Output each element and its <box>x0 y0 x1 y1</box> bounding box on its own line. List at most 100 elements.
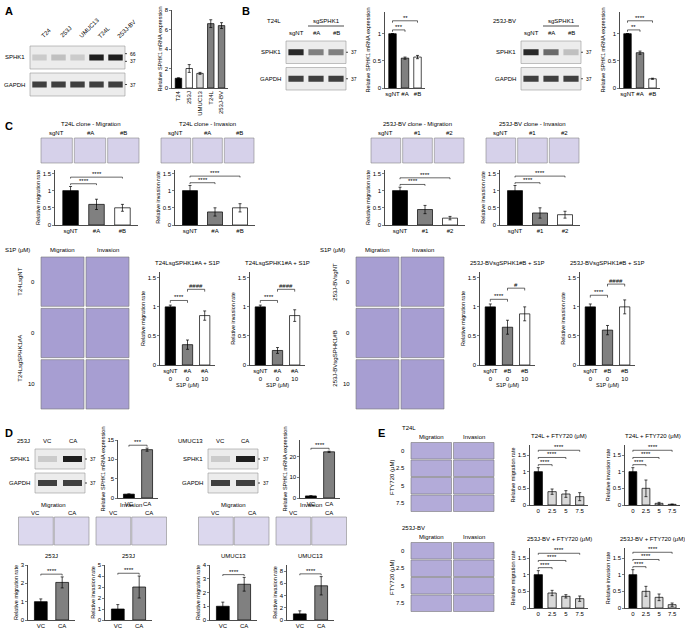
svg-text:####: #### <box>609 278 623 284</box>
svg-text:0: 0 <box>98 617 102 623</box>
svg-text:T24L: T24L <box>402 425 416 431</box>
svg-text:VC: VC <box>109 510 118 516</box>
svg-text:Relative migration rate: Relative migration rate <box>35 170 41 225</box>
svg-text:sgNT: sgNT <box>524 30 539 36</box>
svg-text:Relative invasion rate: Relative invasion rate <box>155 171 161 224</box>
svg-text:T24L: T24L <box>208 90 214 104</box>
svg-text:S1P (μM): S1P (μM) <box>5 247 30 253</box>
svg-text:0: 0 <box>31 330 35 336</box>
svg-text:S1P (μM): S1P (μM) <box>320 247 345 253</box>
svg-text:1.5: 1.5 <box>43 171 52 177</box>
svg-text:****: **** <box>306 568 316 574</box>
svg-text:0: 0 <box>473 362 477 368</box>
svg-text:#B: #B <box>119 228 126 234</box>
svg-text:5: 5 <box>111 476 115 482</box>
svg-text:2: 2 <box>203 590 207 596</box>
svg-text:0.5: 0.5 <box>468 333 477 339</box>
svg-text:1: 1 <box>168 188 172 194</box>
svg-text:SPHK1: SPHK1 <box>10 456 30 462</box>
svg-text:sgNT: sgNT <box>393 228 408 234</box>
svg-text:****: **** <box>47 568 57 574</box>
svg-text:SPHK1: SPHK1 <box>5 54 25 60</box>
svg-text:sgNT: sgNT <box>620 91 635 97</box>
svg-text:2.5: 2.5 <box>396 565 405 571</box>
svg-text:#A: #A <box>87 130 94 136</box>
svg-text:#2: #2 <box>447 228 454 234</box>
svg-text:5: 5 <box>657 508 661 514</box>
svg-text:1: 1 <box>573 304 577 310</box>
svg-text:8: 8 <box>165 7 169 13</box>
svg-text:#A: #A <box>204 130 211 136</box>
svg-text:3: 3 <box>21 562 25 568</box>
svg-text:3: 3 <box>203 576 207 582</box>
svg-text:VC: VC <box>31 510 40 516</box>
svg-text:****: **** <box>174 294 184 300</box>
svg-text:8: 8 <box>280 568 284 574</box>
svg-text:37: 37 <box>586 76 592 82</box>
svg-text:2.5: 2.5 <box>548 508 557 514</box>
svg-text:UMUC13: UMUC13 <box>78 17 100 39</box>
svg-text:****: **** <box>635 15 645 21</box>
svg-text:10: 10 <box>289 474 296 480</box>
svg-text:T24L: T24L <box>267 18 281 24</box>
svg-text:S1P (μM): S1P (μM) <box>596 382 619 388</box>
svg-text:1: 1 <box>21 599 25 605</box>
svg-text:0: 0 <box>537 508 541 514</box>
svg-text:253J: 253J <box>59 25 72 38</box>
svg-text:253J: 253J <box>122 553 135 559</box>
svg-text:0: 0 <box>21 617 25 623</box>
svg-text:6: 6 <box>165 27 169 33</box>
svg-text:0.5: 0.5 <box>613 588 622 594</box>
svg-text:sgNT: sgNT <box>183 228 198 234</box>
svg-text:Migration: Migration <box>41 502 66 508</box>
svg-text:5: 5 <box>564 508 568 514</box>
svg-text:#B0: #B0 <box>604 368 611 382</box>
svg-text:5: 5 <box>564 611 568 617</box>
svg-text:****: **** <box>648 546 658 552</box>
svg-text:****: **** <box>535 170 545 176</box>
svg-text:1: 1 <box>98 606 102 612</box>
svg-text:#B: #B <box>236 130 243 136</box>
svg-text:Relative invasion rate: Relative invasion rate <box>605 552 611 605</box>
svg-text:****: **** <box>641 451 651 457</box>
svg-text:VC: VC <box>219 623 228 629</box>
svg-text:15: 15 <box>107 437 114 443</box>
svg-text:GAPDH: GAPDH <box>9 480 30 486</box>
svg-text:A: A <box>5 5 13 17</box>
svg-text:Invasion: Invasion <box>300 502 322 508</box>
svg-text:sgNT: sgNT <box>385 91 400 97</box>
svg-text:#A10: #A10 <box>201 368 209 382</box>
svg-text:CA: CA <box>325 501 333 507</box>
svg-text:253J-BV + FTY720 (μM): 253J-BV + FTY720 (μM) <box>527 536 592 542</box>
svg-text:Migration: Migration <box>221 502 246 508</box>
svg-text:#1: #1 <box>422 228 429 234</box>
svg-text:1: 1 <box>523 572 527 578</box>
svg-text:D: D <box>5 427 13 439</box>
svg-text:1: 1 <box>48 188 52 194</box>
svg-text:0: 0 <box>618 605 622 611</box>
svg-text:1: 1 <box>523 469 527 475</box>
svg-text:***: *** <box>395 24 403 30</box>
svg-text:0.5: 0.5 <box>608 58 617 64</box>
svg-text:4: 4 <box>98 573 102 579</box>
svg-text:****: **** <box>540 562 550 568</box>
svg-text:sgNT: sgNT <box>168 130 183 136</box>
svg-text:T24L clone - Migration: T24L clone - Migration <box>61 121 120 127</box>
svg-text:7.5: 7.5 <box>396 600 405 606</box>
svg-text:1: 1 <box>378 188 382 194</box>
svg-text:37: 37 <box>586 49 592 55</box>
svg-text:Relative invasion rate: Relative invasion rate <box>605 449 611 502</box>
svg-text:****: **** <box>594 289 604 295</box>
svg-text:T24L + FTY720 (μM): T24L + FTY720 (μM) <box>531 433 587 439</box>
svg-text:1.5: 1.5 <box>468 275 477 281</box>
svg-text:Relative invasion rate: Relative invasion rate <box>272 566 278 619</box>
svg-text:Invasion: Invasion <box>463 434 485 440</box>
svg-text:GAPDH: GAPDH <box>495 76 516 82</box>
svg-text:T24: T24 <box>175 90 181 101</box>
svg-text:T24L + FTY720 (μM): T24L + FTY720 (μM) <box>625 433 681 439</box>
svg-text:#2: #2 <box>446 130 453 136</box>
svg-text:C: C <box>5 120 13 132</box>
svg-text:0: 0 <box>631 611 635 617</box>
svg-text:CA: CA <box>240 623 248 629</box>
svg-text:1.5: 1.5 <box>488 171 497 177</box>
